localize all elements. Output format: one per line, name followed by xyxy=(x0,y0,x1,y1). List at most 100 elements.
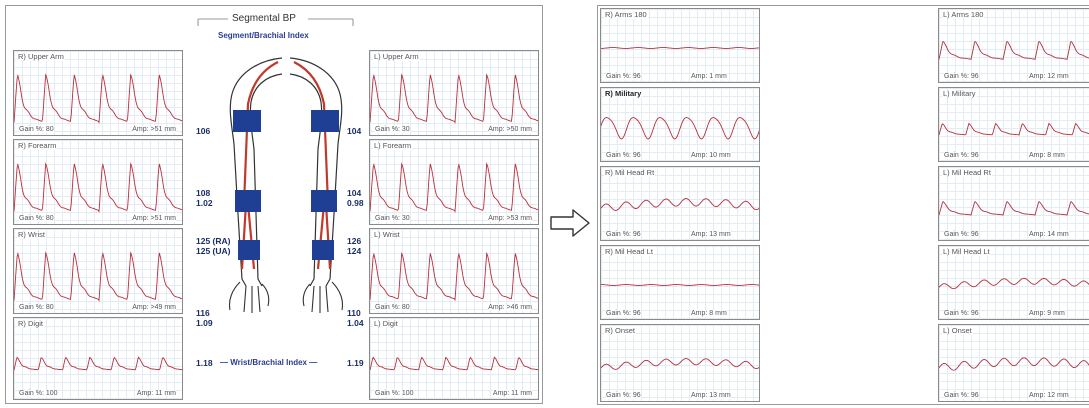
trace-l-wrist: L) Wrist Gain %: 80 Amp: >46 mm xyxy=(369,228,539,314)
pressure-r-forearm: 108 xyxy=(196,188,211,198)
trace-gain: Gain %: 80 xyxy=(19,304,54,311)
pressure-l-digit: 110 xyxy=(347,308,361,318)
waveform xyxy=(939,41,1089,61)
wbi-right-value: 1.18 xyxy=(196,358,213,368)
trace-gain: Gain %: 96 xyxy=(606,152,641,159)
waveform-line xyxy=(14,73,182,124)
waveform-line xyxy=(601,117,759,140)
pressure-r-upper: 106 xyxy=(196,126,211,136)
trace-amp: Amp: 8 mm xyxy=(1029,152,1065,159)
trace-amp: Amp: 13 mm xyxy=(691,231,731,238)
waveform xyxy=(14,73,182,124)
trace-gain: Gain %: 96 xyxy=(944,73,979,80)
trace-label: R) Wrist xyxy=(17,230,46,239)
trace-label: R) Arms 180 xyxy=(604,10,648,19)
waveform-line xyxy=(14,251,182,302)
cuff-r-wrist xyxy=(238,240,260,260)
trace-amp: Amp: >49 mm xyxy=(132,304,176,311)
trace-l-forearm: L) Forearm Gain %: 30 Amp: >53 mm xyxy=(369,139,539,225)
waveform xyxy=(601,47,759,49)
trace-amp: Amp: >53 mm xyxy=(488,215,532,222)
trace-l-mil-head-rt: L) Mil Head Rt Gain %: 96 Amp: 14 mm xyxy=(938,166,1089,241)
trace-label: L) Forearm xyxy=(373,141,413,150)
trace-amp: Amp: >51 mm xyxy=(132,215,176,222)
trace-amp: Amp: 9 mm xyxy=(1029,310,1065,317)
trace-gain: Gain %: 96 xyxy=(944,152,979,159)
waveform-line xyxy=(14,162,182,213)
trace-amp: Amp: 1 mm xyxy=(691,73,727,80)
trace-label: L) Upper Arm xyxy=(373,52,420,61)
waveform xyxy=(370,251,538,302)
pressure-l-wrist-1: 126 xyxy=(347,236,362,246)
left-hand-outline xyxy=(302,281,344,313)
waveform-line xyxy=(370,73,538,124)
trace-label: R) Forearm xyxy=(17,141,58,150)
trace-l-onset: L) Onset Gain %: 96 Amp: 12 mm xyxy=(938,324,1089,402)
trace-gain: Gain %: 100 xyxy=(19,390,58,397)
trace-r-wrist: R) Wrist Gain %: 80 Amp: >49 mm xyxy=(13,228,183,314)
trace-amp: Amp: 8 mm xyxy=(691,310,727,317)
trace-r-mil-head-rt: R) Mil Head Rt Gain %: 96 Amp: 13 mm xyxy=(600,166,760,241)
trace-r-arms-180: R) Arms 180 Gain %: 96 Amp: 1 mm xyxy=(600,8,760,83)
pressure-l-upper: 104 xyxy=(347,126,362,136)
waveform-line xyxy=(14,356,182,371)
pressure-r-digit: 116 xyxy=(196,308,210,318)
trace-r-onset: R) Onset Gain %: 96 Amp: 13 mm xyxy=(600,324,760,402)
waveform xyxy=(14,162,182,213)
cuff-r-upper xyxy=(233,110,261,132)
index-r-digit: 1.09 xyxy=(196,318,213,328)
waveform xyxy=(601,117,759,140)
wbi-label: — Wrist/Brachial Index — xyxy=(220,358,318,367)
trace-amp: Amp: 12 mm xyxy=(1029,73,1069,80)
trace-gain: Gain %: 96 xyxy=(606,231,641,238)
right-arrow-icon xyxy=(550,209,590,237)
trace-gain: Gain %: 96 xyxy=(606,310,641,317)
right-artery xyxy=(240,61,279,270)
trace-label: R) Mil Head Lt xyxy=(604,247,654,256)
trace-gain: Gain %: 80 xyxy=(19,126,54,133)
pressure-l-forearm: 104 xyxy=(347,188,362,198)
waveform-line xyxy=(939,201,1089,216)
trace-label: R) Onset xyxy=(604,326,637,335)
cuff-l-upper xyxy=(311,110,339,132)
waveform xyxy=(14,251,182,302)
trace-gain: Gain %: 96 xyxy=(944,310,979,317)
trace-label: L) Mil Head Lt xyxy=(942,247,991,256)
trace-l-upper-arm: L) Upper Arm Gain %: 30 Amp: >50 mm xyxy=(369,50,539,136)
trace-gain: Gain %: 96 xyxy=(944,392,979,399)
trace-amp: Amp: 12 mm xyxy=(1029,392,1069,399)
trace-amp: Amp: 10 mm xyxy=(691,152,731,159)
right-hand-outline xyxy=(228,281,270,313)
trace-l-military: L) Military Gain %: 96 Amp: 8 mm xyxy=(938,87,1089,162)
trace-gain: Gain %: 30 xyxy=(375,126,410,133)
waveform-line xyxy=(370,251,538,302)
waveform xyxy=(601,284,759,286)
trace-label: R) Digit xyxy=(17,319,45,328)
waveform-line xyxy=(370,162,538,213)
waveform xyxy=(939,201,1089,216)
trace-amp: Amp: >46 mm xyxy=(488,304,532,311)
arm-cuff-diagram xyxy=(228,57,344,313)
cuff-l-forearm xyxy=(311,190,337,212)
waveform-line xyxy=(601,284,759,286)
trace-r-mil-head-lt: R) Mil Head Lt Gain %: 96 Amp: 8 mm xyxy=(600,245,760,320)
index-l-digit: 1.04 xyxy=(347,318,364,328)
waveform xyxy=(370,356,538,371)
waveform-line xyxy=(939,41,1089,61)
trace-label: L) Arms 180 xyxy=(942,10,985,19)
trace-label: R) Upper Arm xyxy=(17,52,65,61)
index-l-forearm: 0.98 xyxy=(347,198,364,208)
cuff-r-forearm xyxy=(235,190,261,212)
trace-r-upper-arm: R) Upper Arm Gain %: 80 Amp: >51 mm xyxy=(13,50,183,136)
trace-r-digit: R) Digit Gain %: 100 Amp: 11 mm xyxy=(13,317,183,400)
trace-l-digit: L) Digit Gain %: 100 Amp: 11 mm xyxy=(369,317,539,400)
wbi-left-value: 1.19 xyxy=(347,358,364,368)
waveform-line xyxy=(601,358,759,370)
segmental-bp-report: Segmental BP Segment/Brachial Index R) U… xyxy=(5,5,543,404)
title-bracket xyxy=(197,18,354,26)
waveform xyxy=(939,277,1089,290)
waveform-line xyxy=(601,47,759,49)
waveform-line xyxy=(939,122,1089,136)
pressure-r-wrist-ra: 125 (RA) xyxy=(196,236,231,246)
trace-amp: Amp: 11 mm xyxy=(136,390,176,397)
